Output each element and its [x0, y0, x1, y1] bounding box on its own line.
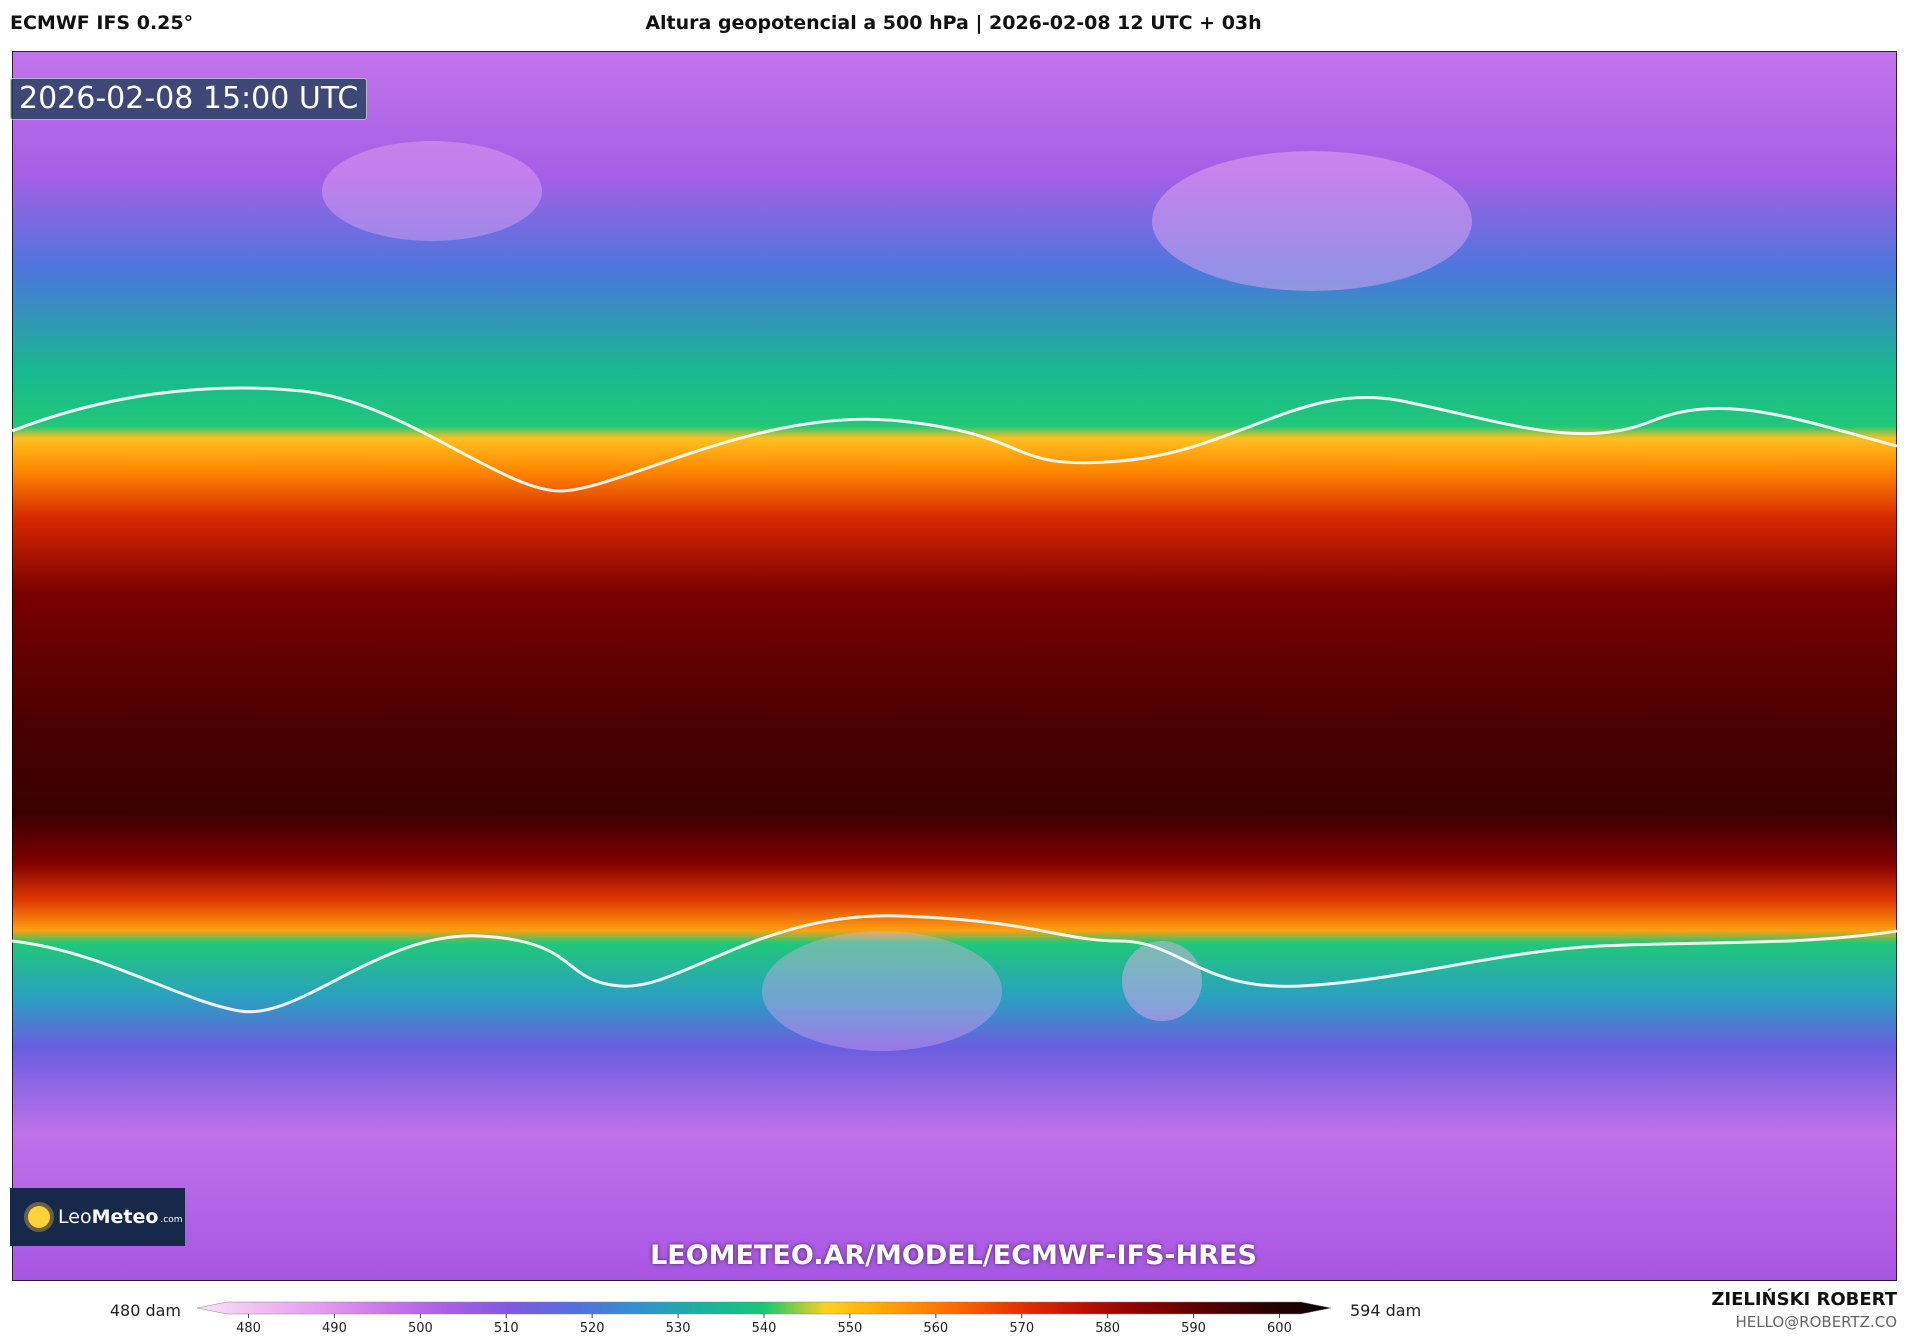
- author: ZIELIŃSKI ROBERT: [1711, 1289, 1897, 1310]
- colorbar-tick-label: 550: [837, 1321, 862, 1336]
- map: [12, 51, 1897, 1281]
- low-spot: [1152, 151, 1472, 291]
- colorbar-tick-label: 590: [1181, 1321, 1206, 1336]
- colorbar: 480 490 500 510 520 530 540 550 560 570 580 590 600 4…: [110, 1301, 1421, 1336]
- logo-text: Leo: [58, 1206, 92, 1228]
- colorbar-tick-label: 540: [752, 1321, 777, 1336]
- colorbar-tick-label: 480: [236, 1321, 261, 1336]
- low-spot: [762, 931, 1002, 1051]
- valid-time: 2026-02-08 15:00 UTC: [10, 78, 368, 120]
- colorbar-tick-label: 600: [1267, 1321, 1292, 1336]
- colorbar-min-label: 480 dam: [110, 1301, 181, 1320]
- contour-line: [12, 914, 1897, 1014]
- colorbar-tick-label: 490: [322, 1321, 347, 1336]
- low-spot: [322, 141, 542, 241]
- colorbar-tick-label: 530: [666, 1321, 691, 1336]
- colorbar-tick-label: 500: [408, 1321, 433, 1336]
- logo-icon: [28, 1206, 50, 1228]
- colorbar-tick-label: 580: [1095, 1321, 1120, 1336]
- colorbar-tick-label: 520: [580, 1321, 605, 1336]
- logo-text-bold: Meteo: [91, 1206, 159, 1228]
- field: [12, 51, 1897, 1281]
- colorbar-max-label: 594 dam: [1350, 1301, 1421, 1320]
- logo-suffix: .com: [160, 1215, 183, 1225]
- colorbar-tick-label: 560: [923, 1321, 948, 1336]
- contour-line: [12, 386, 1897, 493]
- low-spot: [1122, 941, 1202, 1021]
- colorbar-tick-label: 510: [494, 1321, 519, 1336]
- colorbar-tick-label: 570: [1009, 1321, 1034, 1336]
- logo: Leo Meteo .com: [10, 1188, 185, 1246]
- map-title: Altura geopotencial a 500 hPa | 2026-02-…: [645, 12, 1262, 34]
- watermark: LEOMETEO.AR/MODEL/ECMWF-IFS-HRES: [650, 1240, 1257, 1271]
- colorbar-body: [196, 1301, 1332, 1315]
- email: HELLO@ROBERTZ.CO: [1735, 1313, 1897, 1331]
- model-name: ECMWF IFS 0.25°: [10, 12, 194, 34]
